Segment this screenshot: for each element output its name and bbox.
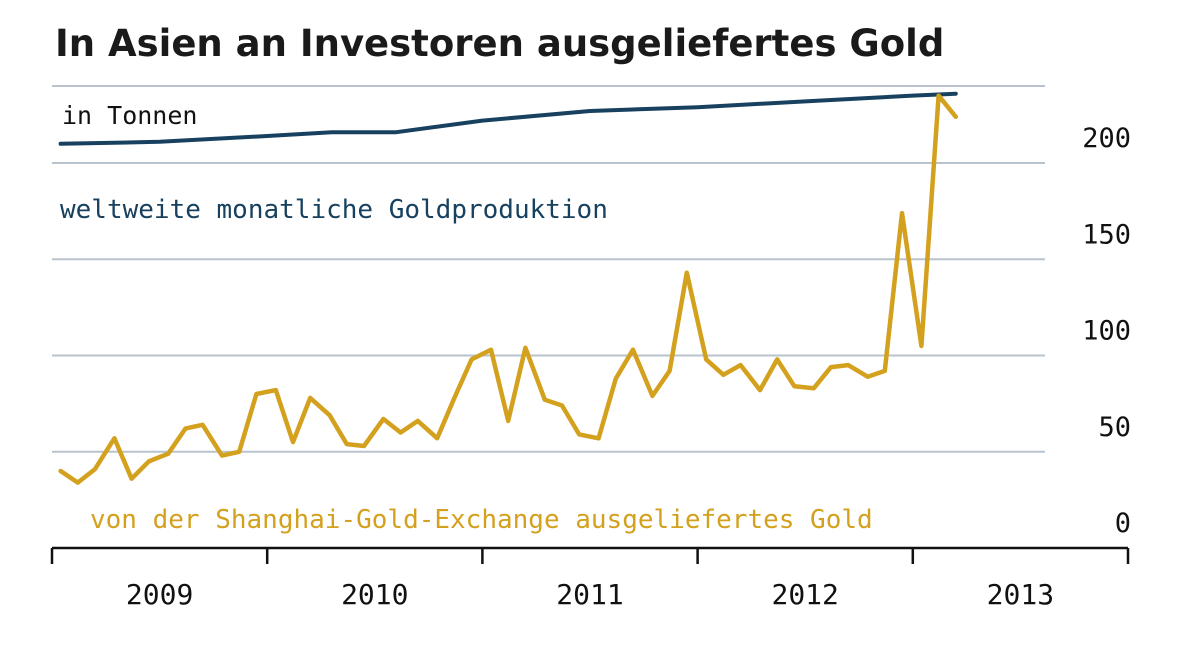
x-tick-label: 2010 [341, 578, 408, 611]
series-lines [58, 91, 959, 485]
series-label-production: weltweite monatliche Goldproduktion [60, 195, 608, 225]
y-tick-label: 50 [1098, 412, 1131, 443]
y-tick-label: 150 [1082, 219, 1131, 250]
x-axis-ticks: 2009 2010 2011 2012 2013 [50, 548, 1130, 611]
y-axis-ticks: 0 50 100 150 200 [1082, 123, 1131, 539]
x-tick-label: 2012 [771, 578, 838, 611]
series-line-shanghai [58, 93, 959, 485]
x-tick-label: 2011 [556, 578, 623, 611]
series-line-production [58, 91, 958, 146]
chart-title: In Asien an Investoren ausgeliefertes Go… [55, 22, 944, 65]
y-tick-label: 100 [1082, 316, 1131, 347]
x-tick-label: 2013 [987, 578, 1054, 611]
y-tick-label: 200 [1082, 123, 1131, 154]
unit-label: in Tonnen [62, 101, 197, 130]
y-tick-label: 0 [1115, 508, 1131, 539]
x-tick-label: 2009 [126, 578, 193, 611]
series-label-shanghai: von der Shanghai-Gold-Exchange ausgelief… [90, 505, 873, 535]
gridlines [52, 85, 1045, 453]
